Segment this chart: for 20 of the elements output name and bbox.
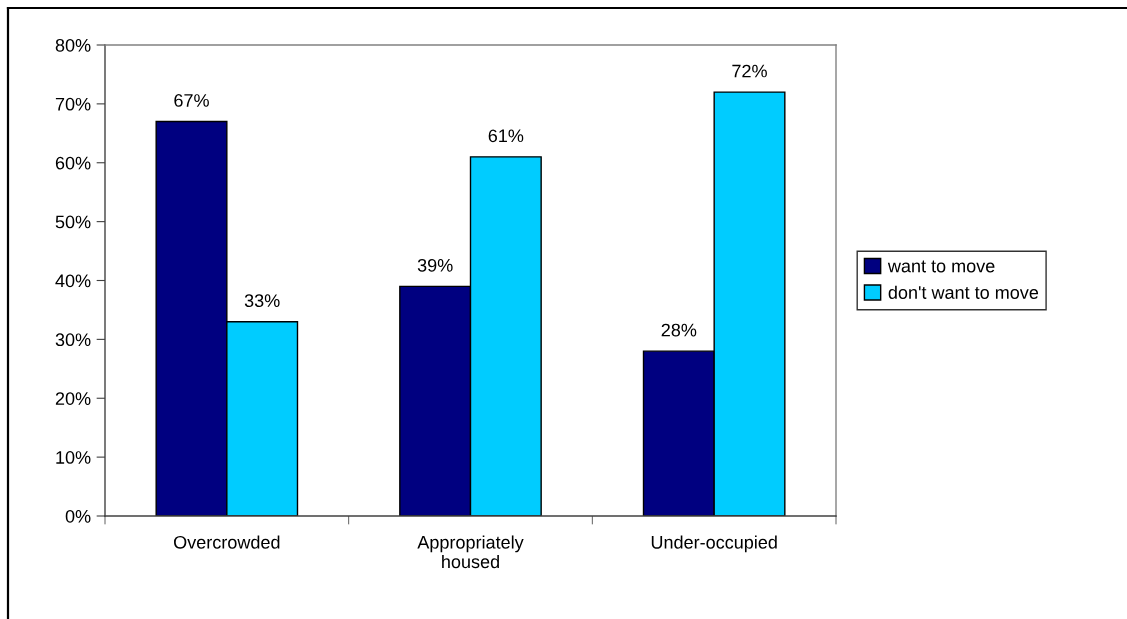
data-label: 39%: [417, 258, 453, 272]
x-tick-label: Overcrowded: [174, 535, 280, 549]
y-tick-label: 10%: [56, 451, 91, 464]
data-label: 61%: [488, 129, 524, 143]
y-tick-label: 40%: [55, 274, 91, 288]
y-tick-label: 20%: [55, 392, 91, 405]
y-tick-label: 50%: [55, 215, 91, 229]
y-tick-label: 0%: [65, 509, 91, 523]
y-tick-label: 70%: [55, 97, 91, 111]
x-tick-label: Under-occupied: [651, 535, 777, 553]
legend-label: want to move: [887, 260, 995, 273]
legend-label: don't want to move: [888, 285, 1039, 299]
data-label: 28%: [661, 323, 697, 337]
x-tick-label: Appropriately housed: [417, 535, 524, 569]
y-tick-label: 30%: [55, 333, 91, 347]
y-tick-label: 60%: [55, 156, 91, 170]
data-label: 67%: [174, 94, 209, 107]
data-label: 33%: [244, 294, 280, 308]
y-tick-label: 80%: [55, 38, 91, 52]
data-label: 72%: [732, 64, 767, 78]
